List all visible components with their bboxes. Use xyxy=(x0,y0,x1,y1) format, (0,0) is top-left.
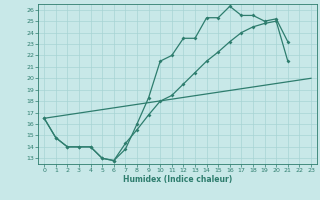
X-axis label: Humidex (Indice chaleur): Humidex (Indice chaleur) xyxy=(123,175,232,184)
